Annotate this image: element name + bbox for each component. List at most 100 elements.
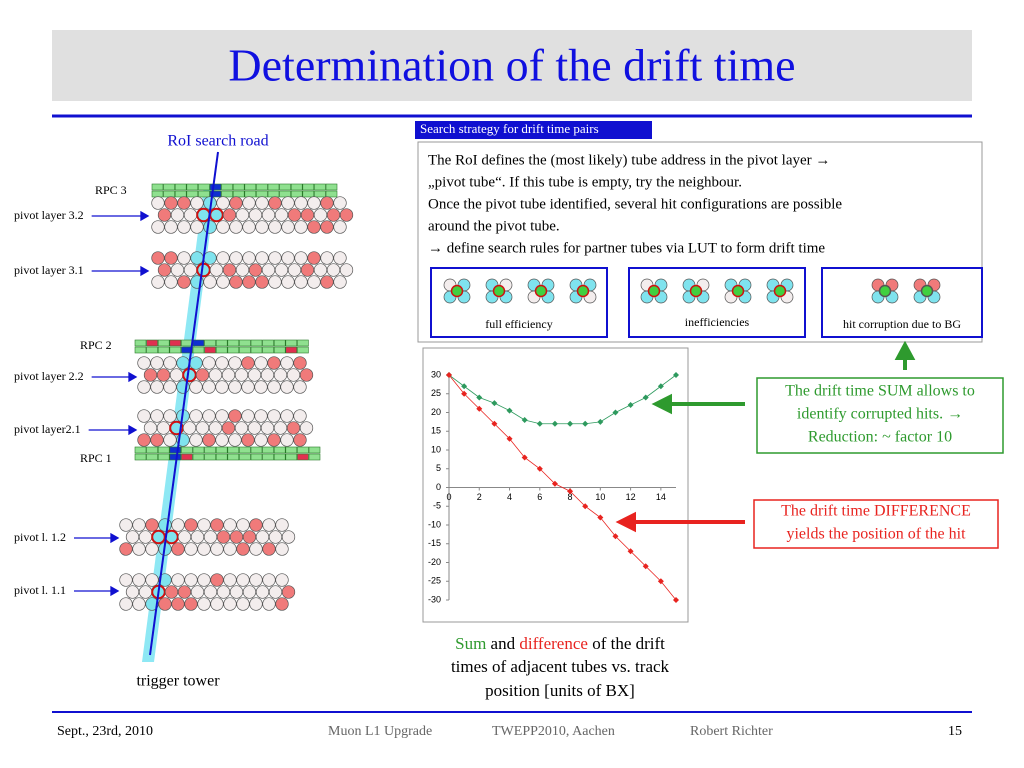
tube xyxy=(261,208,276,222)
point xyxy=(597,418,604,425)
rpc-cell xyxy=(256,190,268,198)
rpc-cell xyxy=(239,339,251,347)
tube xyxy=(339,208,354,222)
tube xyxy=(262,518,276,532)
tube xyxy=(242,275,256,289)
tube xyxy=(268,220,282,234)
label-arrow xyxy=(74,585,120,597)
rpc-cell xyxy=(250,446,263,454)
caption-text: of the drift xyxy=(592,634,665,653)
rpc-cell xyxy=(308,453,321,461)
tube xyxy=(150,409,164,423)
rpc-cell xyxy=(325,183,338,191)
tube xyxy=(260,421,275,435)
tube xyxy=(170,263,185,277)
tube xyxy=(281,220,295,234)
rpc-cell xyxy=(302,190,315,198)
tube xyxy=(184,597,198,611)
point xyxy=(567,488,574,495)
tube xyxy=(170,208,185,222)
rpc-cell xyxy=(146,339,158,347)
rpc-cell xyxy=(198,190,210,198)
config-pivot xyxy=(773,284,787,298)
tube xyxy=(203,585,218,599)
tube xyxy=(215,433,229,447)
y-tick-label: 15 xyxy=(431,426,441,436)
tube xyxy=(164,585,179,599)
tube xyxy=(151,251,165,265)
tube xyxy=(294,220,308,234)
point xyxy=(597,514,604,521)
tube xyxy=(294,196,308,210)
rpc-cell xyxy=(267,183,280,191)
tube xyxy=(287,208,302,222)
tube xyxy=(235,208,250,222)
tube xyxy=(195,421,210,435)
tube xyxy=(150,433,164,447)
tube xyxy=(184,573,198,587)
tube xyxy=(221,368,236,382)
tube xyxy=(229,220,243,234)
rpc-cell xyxy=(244,183,257,191)
config-pivot xyxy=(492,284,506,298)
tube xyxy=(320,196,334,210)
strategy-line: → define search rules for partner tubes … xyxy=(428,240,825,256)
tube xyxy=(216,585,231,599)
tube xyxy=(125,530,140,544)
tube xyxy=(254,433,268,447)
tube xyxy=(261,263,276,277)
point xyxy=(642,394,649,401)
caption-and: and xyxy=(491,634,516,653)
tube xyxy=(286,368,301,382)
tube xyxy=(189,380,203,394)
footer-author: Robert Richter xyxy=(690,724,773,739)
tube xyxy=(132,573,146,587)
tube xyxy=(268,275,282,289)
config-box xyxy=(821,267,983,338)
rpc-cell xyxy=(250,453,263,461)
point xyxy=(642,563,649,570)
rpc-cell xyxy=(273,446,286,454)
y-tick-label: 5 xyxy=(436,463,441,473)
tube xyxy=(326,208,341,222)
tube xyxy=(255,275,269,289)
layer-label: RPC 2 xyxy=(80,338,112,352)
tube xyxy=(268,530,283,544)
point xyxy=(506,407,513,414)
tube xyxy=(119,542,133,556)
layer-label: pivot layer2.1 xyxy=(14,422,81,436)
rpc-cell xyxy=(297,446,309,454)
tube xyxy=(210,597,224,611)
sum-note: identify corrupted hits. → xyxy=(797,406,963,423)
point xyxy=(657,578,664,585)
tube xyxy=(157,263,172,277)
rpc-cell xyxy=(181,339,193,347)
tube xyxy=(163,380,177,394)
rpc-cell xyxy=(285,446,298,454)
tube xyxy=(190,196,204,210)
x-tick-label: 12 xyxy=(626,492,636,502)
tube xyxy=(280,433,294,447)
y-tick-label: 10 xyxy=(431,444,441,454)
rpc-cell xyxy=(146,453,158,461)
arrow xyxy=(894,340,916,370)
rpc-cell xyxy=(267,190,280,198)
strategy-line: around the pivot tube. xyxy=(428,218,560,234)
tube xyxy=(163,356,177,370)
tube xyxy=(228,356,242,370)
tube xyxy=(216,530,231,544)
strategy: The RoI defines the (most likely) tube a… xyxy=(428,152,983,338)
config-pivot xyxy=(576,284,590,298)
layer-label: pivot layer 2.2 xyxy=(14,369,84,383)
point xyxy=(461,383,468,390)
tube xyxy=(137,409,151,423)
rpc-cell xyxy=(279,183,291,191)
tube xyxy=(145,542,159,556)
tube xyxy=(281,275,295,289)
rpc-cell xyxy=(192,346,205,354)
rpc-cell xyxy=(262,446,274,454)
caption: position [units of BX] xyxy=(485,681,635,700)
rpc-cell xyxy=(169,339,182,347)
caption-diff: difference xyxy=(519,634,588,653)
